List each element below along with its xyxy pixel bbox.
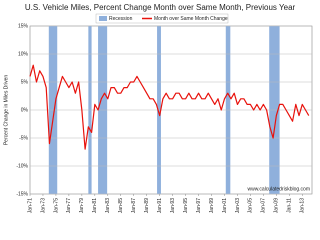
x-tick-label: Jan-75 xyxy=(53,198,59,214)
x-tick-label: Jan-83 xyxy=(105,198,111,214)
chart: U.S. Vehicle Miles, Percent Change Month… xyxy=(3,3,313,214)
x-tick-label: Jan-85 xyxy=(118,198,124,214)
y-axis-label: Percent Change in Miles Driven xyxy=(3,75,9,146)
y-tick-label: -15% xyxy=(16,191,28,197)
data-line xyxy=(29,64,310,150)
y-tick-label: 15% xyxy=(18,23,29,29)
x-tick-label: Jan-07 xyxy=(261,198,267,214)
chart-title: U.S. Vehicle Miles, Percent Change Month… xyxy=(25,3,296,12)
x-tick-label: Jan-93 xyxy=(170,198,176,214)
x-tick-label: Jan-77 xyxy=(66,198,72,214)
legend-label: Recession xyxy=(109,16,133,22)
y-tick-label: -5% xyxy=(19,135,28,141)
x-tick-label: Jan-87 xyxy=(131,198,137,214)
source-note: www.calculatedriskblog.com xyxy=(247,186,310,192)
y-tick-label: 0% xyxy=(21,107,29,113)
x-tick-label: Jan-01 xyxy=(222,198,228,214)
x-tick-label: Jan-91 xyxy=(157,198,163,214)
legend-swatch xyxy=(99,16,107,21)
x-tick-label: Jan-99 xyxy=(209,198,215,214)
x-tick-label: Jan-73 xyxy=(40,198,46,214)
legend-box xyxy=(95,13,229,24)
x-tick-label: Jan-71 xyxy=(27,198,33,214)
legend-label: Month over Same Month Change xyxy=(154,16,228,22)
x-tick-label: Jan-79 xyxy=(79,198,85,214)
x-tick-label: Jan-03 xyxy=(235,198,241,214)
x-tick-label: Jan-09 xyxy=(274,198,280,214)
y-tick-label: -10% xyxy=(16,163,28,169)
x-tick-label: Jan-97 xyxy=(196,198,202,214)
y-tick-label: 10% xyxy=(18,51,29,57)
x-tick-label: Jan-05 xyxy=(248,198,254,214)
x-tick-label: Jan-81 xyxy=(92,198,98,214)
x-tick-label: Jan-13 xyxy=(300,198,306,214)
x-tick-label: Jan-95 xyxy=(183,198,189,214)
x-tick-label: Jan-11 xyxy=(287,198,293,213)
y-tick-label: 5% xyxy=(21,79,29,85)
x-tick-label: Jan-89 xyxy=(144,198,150,214)
